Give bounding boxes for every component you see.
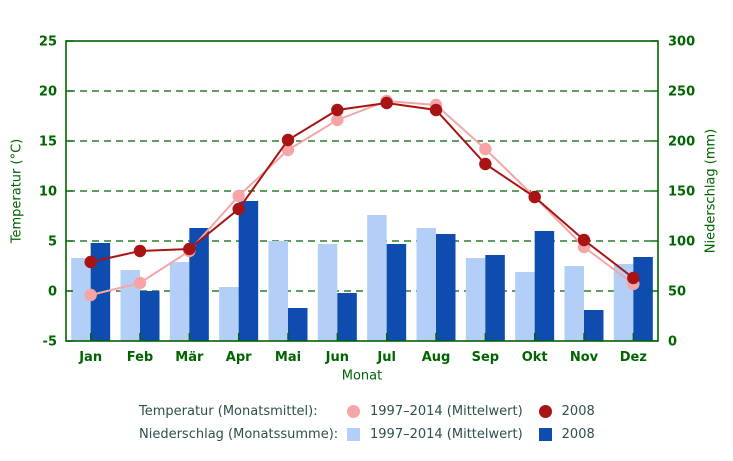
bar-precip-mean	[317, 244, 338, 341]
bar-precip-2008	[337, 293, 357, 341]
y-tick-label-precip: 50	[668, 285, 686, 300]
y-tick-label-precip: 100	[668, 235, 695, 250]
x-tick-label-month: Apr	[226, 350, 252, 365]
y-tick-label-temp: -5	[43, 335, 57, 350]
y-tick-label-temp: 0	[48, 285, 57, 300]
bar-precip-mean	[515, 272, 535, 341]
y-tick-label-precip: 0	[668, 335, 677, 350]
bar-precip-2008	[633, 257, 653, 341]
temp-2008-marker-icon	[538, 404, 552, 418]
x-tick-label-month: Sep	[472, 350, 500, 365]
x-tick-label-month: Nov	[570, 350, 599, 365]
marker-temp-2008	[281, 133, 295, 147]
bar-precip-2008	[485, 255, 505, 341]
x-tick-label-month: Jul	[376, 350, 396, 365]
bar-precip-mean	[367, 215, 387, 341]
y-axis-title-right: Niederschlag (mm)	[703, 128, 719, 254]
marker-temp-2008	[528, 190, 541, 204]
bar-precip-mean	[268, 241, 288, 341]
x-axis-title: Monat	[341, 368, 383, 384]
precip-2008-marker-icon	[538, 427, 552, 441]
bar-precip-2008	[534, 231, 555, 341]
bar-precip-2008	[238, 201, 259, 341]
marker-temp-mean	[133, 276, 147, 290]
marker-temp-mean	[232, 189, 245, 203]
x-tick-label-month: Aug	[422, 350, 451, 365]
bar-precip-2008	[140, 291, 160, 341]
bar-precip-2008	[189, 228, 209, 341]
marker-temp-mean	[84, 288, 97, 302]
marker-temp-2008	[183, 242, 196, 256]
legend-precipitation-title: Niederschlag (Monatssumme):	[139, 426, 339, 442]
x-tick-label-month: Feb	[127, 350, 153, 365]
x-tick-label-month: Dez	[620, 350, 647, 365]
legend-precip-mean-label: 1997–2014 (Mittelwert)	[370, 426, 523, 442]
bar-precip-2008	[584, 310, 604, 341]
x-tick-label-month: Okt	[522, 350, 548, 365]
temp-mean-marker-icon	[347, 404, 360, 418]
bar-precip-mean	[416, 228, 436, 341]
x-tick-label-month: Mär	[175, 350, 204, 365]
legend-row-temperature: Temperatur (Monatsmittel): 1997–2014 (Mi…	[139, 401, 611, 421]
legend-temp-2008-label: 2008	[561, 403, 595, 419]
marker-temp-2008	[232, 202, 245, 216]
bar-precip-mean	[564, 266, 584, 341]
marker-temp-2008	[429, 103, 443, 117]
marker-temp-2008	[331, 103, 344, 117]
marker-temp-2008	[577, 233, 591, 247]
bar-precip-mean	[169, 262, 190, 341]
bar-precip-2008	[386, 244, 407, 341]
marker-temp-mean	[281, 143, 295, 157]
bar-precip-mean	[120, 270, 140, 341]
marker-temp-2008	[84, 255, 97, 269]
x-tick-label-month: Jun	[325, 350, 349, 365]
marker-temp-mean	[331, 113, 344, 127]
y-tick-label-temp: 25	[39, 35, 57, 50]
bar-precip-2008	[436, 234, 456, 341]
marker-temp-mean	[479, 142, 492, 156]
legend-precip-2008-label: 2008	[561, 426, 595, 442]
y-tick-label-precip: 150	[668, 185, 695, 200]
y-tick-label-temp: 5	[48, 235, 57, 250]
marker-temp-2008	[479, 157, 492, 171]
legend-row-precipitation: Niederschlag (Monatssumme): 1997–2014 (M…	[139, 424, 611, 444]
bar-precip-mean	[71, 258, 91, 341]
x-tick-label-month: Jan	[78, 350, 102, 365]
legend-temperature-title: Temperatur (Monatsmittel):	[139, 403, 318, 419]
marker-temp-2008	[627, 271, 640, 285]
marker-temp-2008	[133, 244, 147, 258]
y-tick-label-temp: 10	[39, 185, 57, 200]
line-temp-2008	[90, 101, 634, 279]
bar-precip-mean	[219, 287, 239, 341]
y-tick-label-precip: 300	[668, 35, 695, 50]
y-tick-label-precip: 200	[668, 135, 695, 150]
y-tick-label-precip: 250	[668, 85, 695, 100]
bar-precip-mean	[465, 258, 486, 341]
marker-temp-2008	[380, 96, 393, 110]
precip-mean-marker-icon	[347, 427, 360, 441]
legend: Temperatur (Monatsmittel): 1997–2014 (Mi…	[139, 401, 611, 444]
x-tick-label-month: Mai	[275, 350, 301, 365]
y-axis-title-left: Temperatur (°C)	[9, 138, 25, 244]
y-tick-label-temp: 15	[39, 135, 57, 150]
y-tick-label-temp: 20	[39, 85, 57, 100]
bar-precip-2008	[288, 308, 308, 341]
legend-temp-mean-label: 1997–2014 (Mittelwert)	[370, 403, 523, 419]
